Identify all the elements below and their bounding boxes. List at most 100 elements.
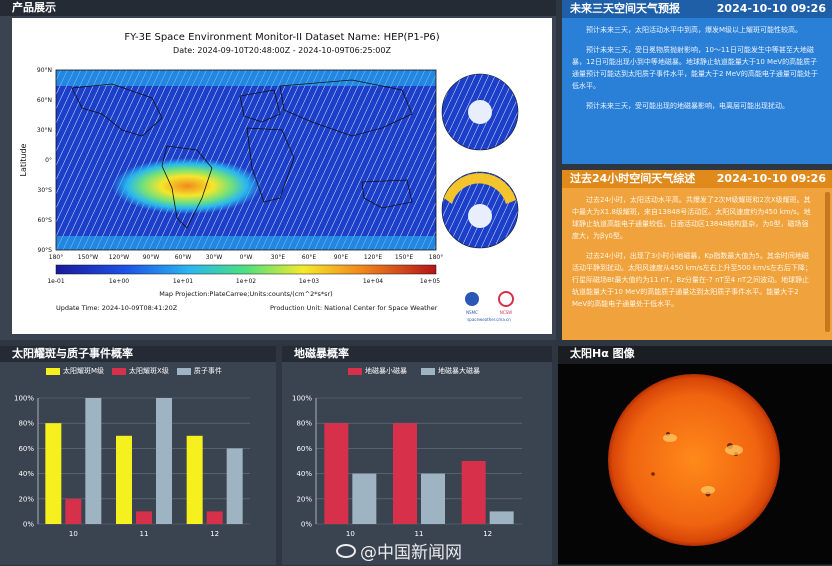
figure-title: FY-3E Space Environment Monitor-II Datas… — [124, 32, 439, 43]
forecast-paragraph: 预计未来三天，太阳活动水平中到高，爆发M级以上耀斑可能性较高。 — [586, 26, 803, 34]
coastline-na — [71, 83, 163, 137]
lon-tick: 180° — [429, 254, 443, 261]
storm-bar-chart: 0% 20% 40% 60% 80% 100% 10 11 12 — [292, 395, 522, 538]
flare-chart-legend: 太阳耀斑M级 太阳耀斑X级 质子事件 — [46, 366, 222, 376]
bar[interactable] — [421, 473, 445, 524]
legend-label: 太阳耀斑M级 — [63, 367, 105, 375]
lon-tick: 90°W — [143, 254, 160, 261]
legend-entry[interactable]: 地磁暴大磁暴 — [421, 366, 480, 376]
y-tick-label: 40% — [296, 470, 312, 478]
colorbar-tick: 1e+05 — [420, 278, 440, 285]
lon-tick: 90°E — [334, 254, 349, 261]
plage — [663, 434, 677, 442]
legend-swatch — [176, 367, 191, 375]
y-tick-label: 40% — [18, 470, 34, 478]
y-tick-label: 20% — [296, 495, 312, 503]
lon-tick: 60°E — [302, 254, 317, 261]
lat-tick: 0° — [45, 157, 52, 164]
bar[interactable] — [45, 423, 62, 524]
forecast-date: 2024-10-10 09:26 — [716, 2, 826, 15]
storm-chart-title: 地磁暴概率 — [282, 346, 552, 362]
bar[interactable] — [206, 511, 223, 524]
y-tick-label: 0% — [301, 521, 312, 529]
halpha-image — [558, 364, 832, 564]
review-body[interactable]: 过去24小时，太阳活动水平高。共爆发了2次M级耀斑和2次X级耀斑。其中最大为X1… — [562, 188, 824, 340]
bar[interactable] — [461, 461, 486, 524]
forecast-paragraph: 预计未来三天，受日冕物质抛射影响，10～11日可能发生中等甚至大地磁暴，12日可… — [572, 46, 818, 90]
review-scrollbar[interactable] — [825, 192, 830, 332]
y-tick-label: 20% — [18, 495, 34, 503]
figure-date: Date: 2024-09-10T20:48:00Z - 2024-10-09T… — [173, 46, 391, 55]
plage — [725, 445, 743, 455]
forecast-header: 未来三天空间天气预报 2024-10-10 09:26 — [562, 0, 832, 18]
production-unit: Production Unit: National Center for Spa… — [270, 304, 438, 312]
lon-ticks: 180° 150°W 120°W 90°W 60°W 30°W 0°W 30°E… — [49, 254, 443, 261]
coastline-sa — [161, 145, 213, 229]
x-tick-label: 10 — [69, 530, 78, 538]
review-panel: 过去24小时空间天气综述 2024-10-10 09:26 过去24小时，太阳活… — [562, 170, 832, 340]
review-header: 过去24小时空间天气综述 2024-10-10 09:26 — [562, 170, 832, 188]
halpha-title: 太阳Hα 图像 — [558, 346, 832, 362]
lon-tick: 30°E — [271, 254, 286, 261]
lon-tick: 0°W — [240, 254, 253, 261]
y-tick-label: 0% — [23, 521, 34, 529]
bar[interactable] — [136, 511, 152, 524]
legend-swatch — [421, 367, 435, 375]
legend-entry[interactable]: 太阳耀斑M级 — [46, 366, 104, 376]
map-south-band — [56, 236, 436, 250]
lat-tick: 30°N — [37, 127, 52, 134]
legend-label: 地磁暴小磁暴 — [365, 367, 407, 375]
ncsw-logo-icon — [498, 291, 514, 307]
lon-tick: 180° — [49, 254, 63, 261]
bar[interactable] — [324, 423, 349, 524]
bar[interactable] — [489, 511, 514, 524]
bar[interactable] — [186, 435, 203, 524]
y-tick-label: 60% — [18, 445, 34, 453]
nsmc-logo-label: NSMC — [466, 310, 478, 315]
review-title: 过去24小时空间天气综述 — [570, 172, 696, 185]
legend-label: 太阳耀斑X级 — [129, 367, 169, 375]
coastline-asia-aus — [279, 79, 413, 209]
flare-chart-title: 太阳耀斑与质子事件概率 — [0, 346, 276, 362]
bar[interactable] — [226, 448, 243, 524]
flare-bar-chart: 0% 20% 40% 60% 80% 100% 10 11 12 — [14, 395, 250, 538]
lon-tick: 30°W — [206, 254, 223, 261]
y-tick-label: 80% — [296, 420, 312, 428]
sunspot — [651, 472, 655, 476]
bar[interactable] — [352, 473, 377, 524]
website-label: spaceweather.cma.cn — [467, 317, 511, 322]
legend-entry[interactable]: 太阳耀斑X级 — [112, 366, 169, 376]
colorbar-tick: 1e-01 — [47, 278, 64, 285]
lat-tick: 60°N — [37, 97, 52, 104]
y-tick-label: 100% — [292, 395, 312, 403]
watermark: @中国新闻网 — [336, 538, 462, 563]
colorbar-tick: 1e+02 — [236, 278, 256, 285]
legend-swatch — [112, 367, 127, 375]
plage — [701, 486, 715, 494]
review-paragraph: 过去24小时，太阳活动水平高。共爆发了2次M级耀斑和2次X级耀斑。其中最大为X1… — [572, 196, 811, 240]
bar[interactable] — [85, 398, 102, 524]
space-environment-figure: FY-3E Space Environment Monitor-II Datas… — [19, 32, 519, 322]
y-tick-label: 60% — [296, 445, 312, 453]
saa-region — [112, 158, 262, 214]
bar[interactable] — [116, 435, 132, 524]
legend-entry[interactable]: 质子事件 — [176, 366, 222, 376]
lat-tick: 30°S — [38, 187, 53, 194]
coastline-eurafrica — [239, 89, 295, 203]
bar[interactable] — [65, 498, 82, 524]
colorbar-tick: 1e+04 — [363, 278, 383, 285]
lon-tick: 150°E — [395, 254, 413, 261]
review-paragraph: 过去24小时，出现了3小时小地磁暴，Kp指数最大值为5。其余时间地磁活动平静到扰… — [572, 252, 812, 308]
colorbar-tick: 1e+03 — [299, 278, 319, 285]
legend-swatch — [348, 367, 362, 375]
update-time: Update Time: 2024-10-09T08:41:20Z — [56, 304, 178, 312]
legend-swatch — [46, 367, 60, 375]
bar[interactable] — [156, 398, 172, 524]
colorbar-ticks: 1e-01 1e+00 1e+01 1e+02 1e+03 1e+04 1e+0… — [47, 278, 440, 285]
plage-regions — [663, 434, 743, 494]
x-tick-label: 12 — [483, 530, 492, 538]
legend-entry[interactable]: 地磁暴小磁暴 — [348, 366, 407, 376]
bar[interactable] — [393, 423, 417, 524]
storm-chart-legend: 地磁暴小磁暴 地磁暴大磁暴 — [348, 366, 480, 376]
lat-tick: 60°S — [38, 217, 53, 224]
